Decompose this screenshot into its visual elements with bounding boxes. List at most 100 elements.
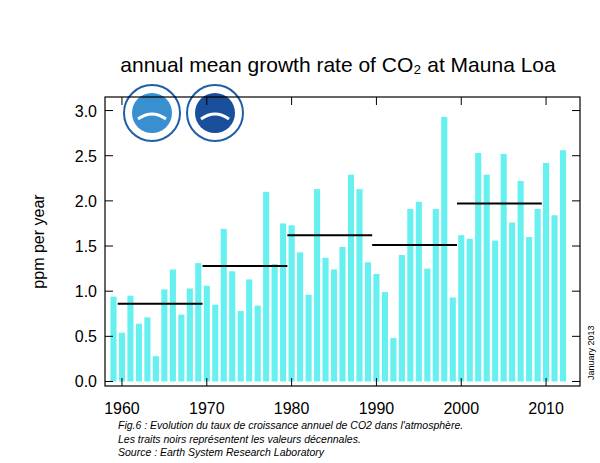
bar bbox=[382, 292, 388, 381]
x-tick bbox=[291, 378, 292, 386]
y-tick-label: 3.0 bbox=[75, 103, 97, 120]
bar bbox=[195, 263, 201, 381]
decadal-mean bbox=[203, 265, 288, 267]
y-tick bbox=[105, 110, 113, 111]
decadal-mean bbox=[118, 303, 203, 305]
bar bbox=[178, 315, 184, 382]
logo-wave bbox=[201, 114, 229, 119]
bar bbox=[356, 189, 362, 381]
y-tick-label: 2.0 bbox=[75, 193, 97, 210]
x-tick bbox=[376, 97, 377, 105]
bar bbox=[306, 295, 312, 382]
caption: Les traits noirs représentent les valeur… bbox=[118, 433, 361, 445]
bar bbox=[509, 223, 515, 382]
bar bbox=[127, 296, 133, 382]
bar bbox=[238, 311, 244, 381]
y-tick-label: 2.5 bbox=[75, 148, 97, 165]
y-tick bbox=[572, 200, 580, 201]
y-tick bbox=[572, 155, 580, 156]
bar bbox=[399, 255, 405, 381]
y-tick-label: 1.5 bbox=[75, 238, 97, 255]
bar bbox=[518, 181, 524, 381]
x-tick bbox=[121, 97, 122, 105]
bar bbox=[501, 154, 507, 382]
bar bbox=[110, 297, 116, 382]
bar bbox=[280, 223, 286, 381]
bar bbox=[467, 239, 473, 382]
bar bbox=[475, 153, 481, 381]
y-tick bbox=[105, 336, 113, 337]
bar bbox=[484, 175, 490, 382]
x-tick-label: 2010 bbox=[528, 400, 564, 417]
y-tick bbox=[572, 291, 580, 292]
bar bbox=[407, 209, 413, 381]
x-tick bbox=[546, 378, 547, 386]
bar bbox=[424, 269, 430, 382]
bar bbox=[458, 235, 464, 381]
logo-disc bbox=[132, 93, 172, 133]
bar bbox=[552, 215, 558, 381]
decadal-mean bbox=[372, 244, 457, 246]
y-tick bbox=[105, 291, 113, 292]
bar bbox=[348, 175, 354, 382]
bar bbox=[263, 192, 269, 382]
logo-ring bbox=[124, 85, 180, 141]
bar bbox=[450, 297, 456, 381]
x-tick bbox=[121, 378, 122, 386]
y-tick bbox=[105, 381, 113, 382]
decadal-mean bbox=[287, 234, 372, 236]
y-tick-label: 0.0 bbox=[75, 373, 97, 390]
bar bbox=[170, 269, 176, 381]
y-tick bbox=[572, 336, 580, 337]
y-tick-label: 0.5 bbox=[75, 328, 97, 345]
logo-wave bbox=[138, 114, 166, 119]
chart: annual mean growth rate of CO₂ at Mauna … bbox=[0, 0, 600, 463]
caption: Fig.6 : Evolution du taux de croissance … bbox=[118, 419, 463, 431]
x-tick bbox=[461, 97, 462, 105]
bar bbox=[535, 209, 541, 381]
logos bbox=[124, 85, 243, 141]
bar bbox=[187, 288, 193, 381]
frame bbox=[105, 97, 580, 386]
bar bbox=[390, 338, 396, 381]
y-tick-label: 1.0 bbox=[75, 283, 97, 300]
bar bbox=[229, 271, 235, 381]
x-tick-label: 1980 bbox=[274, 400, 310, 417]
bar bbox=[373, 274, 379, 381]
y-tick bbox=[105, 200, 113, 201]
bar bbox=[492, 241, 498, 382]
plot-area bbox=[110, 117, 566, 382]
y-tick bbox=[572, 110, 580, 111]
bar bbox=[272, 264, 278, 381]
bar bbox=[204, 286, 210, 382]
bar bbox=[543, 163, 549, 382]
x-tick bbox=[291, 97, 292, 105]
y-tick bbox=[572, 246, 580, 247]
bar bbox=[136, 324, 142, 382]
bar bbox=[255, 306, 261, 382]
caption: Source : Earth System Research Laborator… bbox=[118, 446, 325, 458]
title: annual mean growth rate of CO₂ at Mauna … bbox=[120, 53, 556, 76]
x-tick bbox=[206, 378, 207, 386]
bar bbox=[416, 202, 422, 382]
bar bbox=[212, 305, 218, 382]
bar bbox=[331, 269, 337, 381]
bar bbox=[221, 229, 227, 382]
bar bbox=[339, 247, 345, 382]
bar bbox=[297, 252, 303, 381]
y-axis-label: ppm per year bbox=[30, 194, 47, 289]
x-tick bbox=[376, 378, 377, 386]
bar bbox=[526, 237, 532, 382]
bar bbox=[153, 356, 159, 381]
x-tick bbox=[206, 97, 207, 105]
y-tick bbox=[105, 246, 113, 247]
bar bbox=[289, 225, 295, 381]
bar bbox=[314, 189, 320, 381]
logo-ring bbox=[187, 85, 243, 141]
x-tick-label: 1970 bbox=[189, 400, 225, 417]
x-tick-label: 2000 bbox=[443, 400, 479, 417]
bar bbox=[560, 150, 566, 381]
x-tick bbox=[461, 378, 462, 386]
y-tick bbox=[572, 381, 580, 382]
bar bbox=[144, 317, 150, 381]
